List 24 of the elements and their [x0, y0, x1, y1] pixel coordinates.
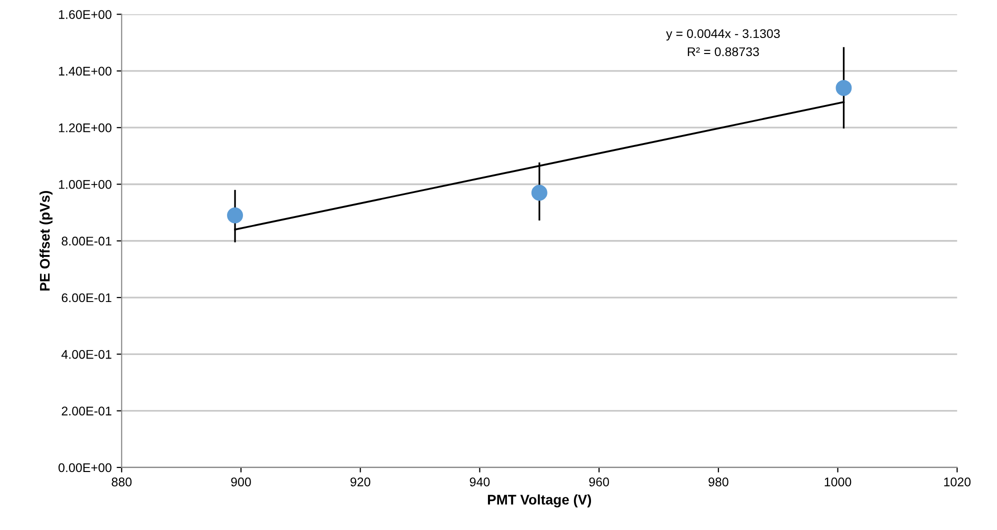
- x-tick-label: 1000: [824, 478, 852, 486]
- y-axis-title: PE Offset (pVs): [40, 191, 52, 290]
- x-tick-label: 1020: [944, 478, 971, 486]
- y-tick-label: 0.00E+00: [58, 463, 112, 472]
- point: [836, 80, 852, 96]
- y-tick-label: 2.00E-01: [62, 406, 112, 416]
- x-tick-label: 980: [708, 478, 728, 486]
- point: [227, 207, 243, 224]
- y-tick-label: 1.40E+00: [59, 66, 112, 76]
- y-tick-label: 8.00E-01: [62, 236, 112, 246]
- x-tick-label: 960: [589, 478, 609, 486]
- y-tick-label: 4.00E-01: [61, 350, 112, 359]
- y-tick-label: 1.60E+00: [59, 10, 112, 19]
- annotation: y = 0.0044x - 3.1303: [666, 29, 780, 41]
- y-tick-label: 1.20E+00: [59, 123, 112, 132]
- annotation: R² = 0.88733: [688, 47, 759, 56]
- x-axis-title: PMT Voltage (V): [488, 494, 592, 508]
- y-tick-label: 1.00E+00: [59, 180, 112, 189]
- point: [531, 184, 548, 201]
- y-tick-label: 6.00E-01: [62, 293, 112, 302]
- x-tick-label: 900: [231, 478, 251, 486]
- x-tick-label: 880: [112, 478, 132, 486]
- x-tick-label: 920: [350, 478, 370, 486]
- x-tick-label: 940: [470, 478, 490, 486]
